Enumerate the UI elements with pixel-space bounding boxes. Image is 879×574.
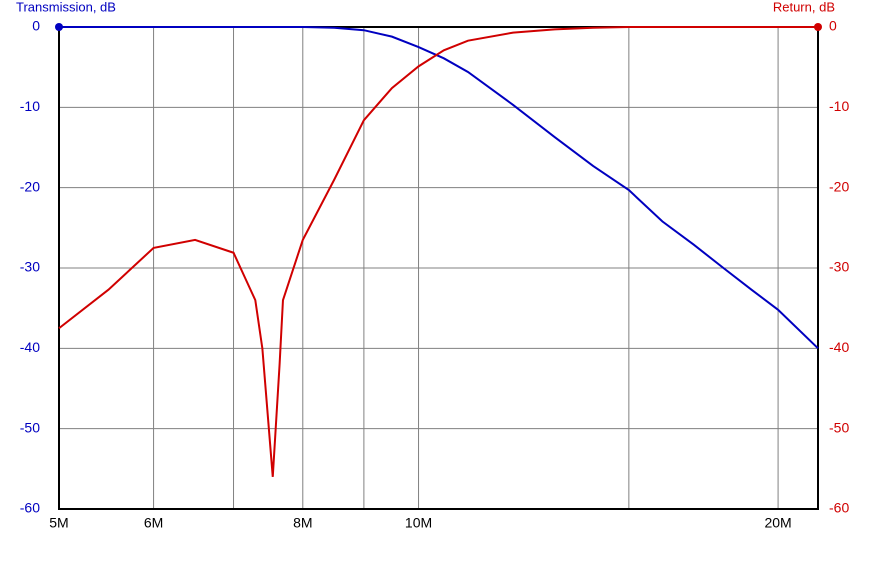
y-tick-label: -40 (20, 339, 40, 355)
x-tick-label: 6M (144, 515, 163, 531)
y-tick-label: -60 (20, 500, 40, 516)
end-marker (814, 23, 822, 31)
y2-tick-label: -50 (829, 419, 849, 435)
y2-tick-label: -30 (829, 259, 849, 275)
y2-axis-label: Return, dB (773, 0, 835, 14)
y-tick-label: 0 (32, 18, 40, 34)
start-marker (55, 23, 63, 31)
line-series (58, 26, 818, 477)
y2-tick-label: 0 (829, 18, 837, 34)
y2-tick-label: -10 (829, 98, 849, 114)
y2-tick-label: -60 (829, 500, 849, 516)
line-series (59, 26, 819, 350)
plot-frame (58, 26, 819, 510)
x-tick-label: 20M (764, 515, 791, 531)
y2-tick-label: -20 (829, 178, 849, 194)
y-tick-label: -20 (20, 178, 40, 194)
y-axis-label: Transmission, dB (16, 0, 116, 14)
y-tick-label: -30 (20, 259, 40, 275)
y2-tick-label: -40 (829, 339, 849, 355)
y-tick-label: -10 (20, 98, 40, 114)
y-tick-label: -50 (20, 419, 40, 435)
x-tick-label: 10M (405, 515, 432, 531)
x-tick-label: 5M (49, 515, 68, 531)
x-tick-label: 8M (293, 515, 312, 531)
